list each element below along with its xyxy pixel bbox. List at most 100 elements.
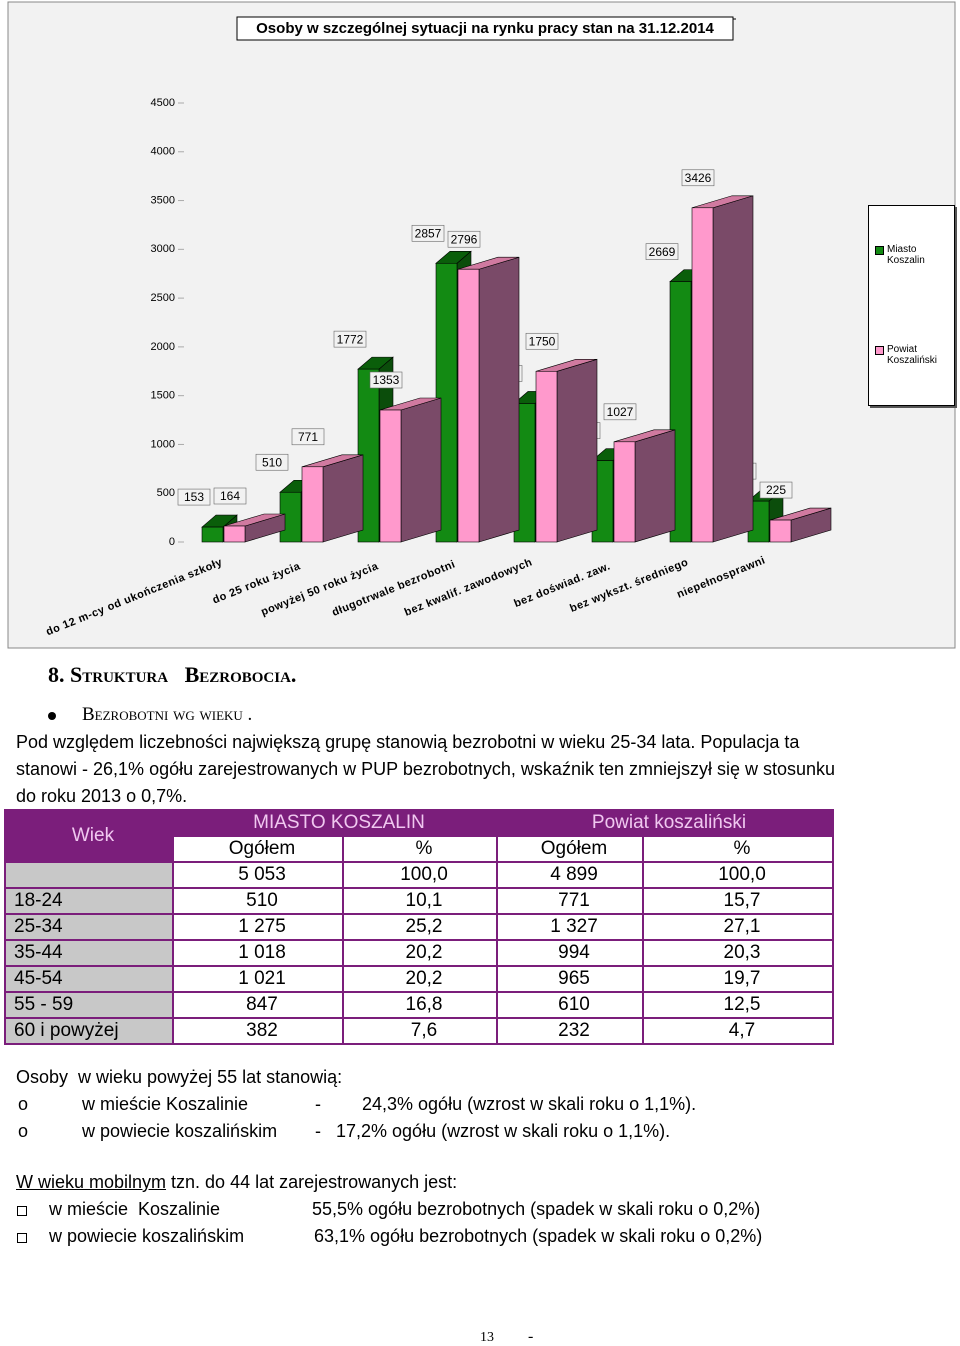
table-cell: 100,0 (342, 861, 498, 889)
legend-label: Miasto Koszalin (887, 244, 925, 266)
value-label-box (759, 481, 793, 499)
paragraph-line: do roku 2013 o 0,7%. (16, 786, 188, 806)
mobile-intro: W wieku mobilnym tzn. do 44 lat zarejest… (16, 1172, 457, 1193)
value-label-box (447, 230, 481, 248)
value-label-box (525, 332, 559, 350)
paragraph-line: Pod względem liczebności największą grup… (16, 732, 800, 752)
over55-intro: Osoby w wieku powyżej 55 lat stanowią: (16, 1067, 343, 1087)
table-cell: 20,3 (642, 939, 834, 967)
share: 17,2% ogółu (wzrost w skali roku o 1,1%)… (336, 1121, 671, 1141)
y-tick-label: 1000 (151, 438, 175, 450)
table-cell: 60 i powyżej (4, 1017, 174, 1045)
table-cell: 1 021 (172, 965, 344, 993)
table-cell: 18-24 (4, 887, 174, 915)
share: 24,3% ogółu (wzrost w skali roku o 1,1%)… (362, 1094, 697, 1114)
y-tick-label: 3000 (151, 243, 175, 255)
table-subheader-cell: % (642, 835, 834, 863)
table-cell: 771 (496, 887, 644, 915)
value-label-box (177, 488, 211, 506)
value-label-box (213, 487, 247, 505)
value-label-box (291, 428, 325, 446)
table-cell: 100,0 (642, 861, 834, 889)
y-tick-label: 4000 (151, 146, 175, 158)
value-label-box (411, 224, 445, 242)
value-label-box (255, 453, 289, 471)
list-marker: o (18, 1094, 29, 1114)
bullet (48, 712, 56, 720)
bar-side (712, 195, 754, 543)
value-label: 2796 (451, 232, 478, 246)
table-totals: 5 053 100,0 4 899 100,0 (4, 861, 834, 889)
bar (769, 519, 792, 543)
share: 63,1% ogółu bezrobotnych (spadek w skali… (314, 1226, 763, 1246)
table-cell: 16,8 (342, 991, 498, 1019)
paragraph-line: stanowi - 26,1% ogółu zarejestrowanych w… (16, 759, 836, 779)
page-number: 13 (480, 1330, 494, 1345)
table-cell: 1 327 (496, 913, 644, 941)
chart: Osoby w szczególnej sytuacji na rynku pr… (7, 1, 956, 649)
value-label-box (369, 371, 403, 389)
table-cell: 4,7 (642, 1017, 834, 1045)
table-cell: 15,7 (642, 887, 834, 915)
place: w mieście Koszalinie (82, 1094, 249, 1114)
subheading: Bezrobotni wg wieku . (82, 704, 253, 725)
table-row: 35-44 1 018 20,2 994 20,3 (4, 939, 834, 967)
dash: - (315, 1094, 321, 1114)
table-subheader-cell: % (342, 835, 498, 863)
table-cell: 20,2 (342, 939, 498, 967)
table-cell: 45-54 (4, 965, 174, 993)
value-label: 2669 (649, 245, 676, 259)
table-row: 18-24 510 10,1 771 15,7 (4, 887, 834, 915)
legend-label: Powiat Koszaliński (887, 344, 938, 366)
share: 55,5% ogółu bezrobotnych (spadek w skali… (312, 1199, 761, 1219)
bar (457, 268, 480, 543)
legend-entry: Miasto Koszalin (875, 244, 950, 266)
table-cell: 55 - 59 (4, 991, 174, 1019)
legend: Miasto Koszalin Powiat Koszaliński (868, 205, 955, 406)
value-label-box (603, 403, 637, 421)
table-cell: 10,1 (342, 887, 498, 915)
value-label-box (681, 169, 715, 187)
table-cell: 4 899 (496, 861, 644, 889)
bar-side (322, 454, 364, 543)
table-cell: 965 (496, 965, 644, 993)
bar-side (556, 358, 598, 543)
table-cell: 994 (496, 939, 644, 967)
table-cell: 20,2 (342, 965, 498, 993)
value-label: 225 (766, 483, 786, 497)
y-tick-label: 3500 (151, 194, 175, 206)
y-tick-label: 1500 (151, 390, 175, 402)
value-label: 1027 (607, 405, 634, 419)
bar (301, 466, 324, 543)
table-cell (4, 861, 174, 889)
y-tick-label: 4500 (151, 97, 175, 109)
table-cell: 510 (172, 887, 344, 915)
title-box (236, 16, 734, 41)
value-label: 771 (298, 430, 318, 444)
bar (535, 370, 558, 543)
table-cell: 35-44 (4, 939, 174, 967)
footer-dash: - (528, 1328, 534, 1345)
table-cell: 12,5 (642, 991, 834, 1019)
table-cell: 25-34 (4, 913, 174, 941)
value-label: 164 (220, 489, 240, 503)
value-label: 2857 (415, 226, 442, 240)
y-tick-label: 2500 (151, 292, 175, 304)
table-subheader: Ogółem% Ogółem% (5, 835, 834, 863)
list-marker: o (18, 1121, 29, 1141)
y-tick-label: 0 (169, 536, 175, 548)
table-header: Powiat koszaliński (496, 809, 834, 837)
bar (691, 207, 714, 543)
legend-swatch (875, 346, 884, 355)
value-label-box (645, 243, 679, 260)
table-row: 55 - 59 847 16,8 610 12,5 (4, 991, 834, 1019)
table-subheader-cell: Ogółem (172, 835, 344, 863)
underlined-text: W wieku mobilnym (16, 1172, 167, 1192)
age-table: Wiek MIASTO KOSZALIN Powiat koszaliński … (4, 809, 834, 1045)
bar (379, 409, 402, 543)
table-cell: 7,6 (342, 1017, 498, 1045)
legend-entry: Powiat Koszaliński (875, 344, 950, 366)
value-label: 1353 (373, 373, 400, 387)
place: w powiecie koszalińskim (82, 1121, 278, 1141)
table-cell: 1 018 (172, 939, 344, 967)
